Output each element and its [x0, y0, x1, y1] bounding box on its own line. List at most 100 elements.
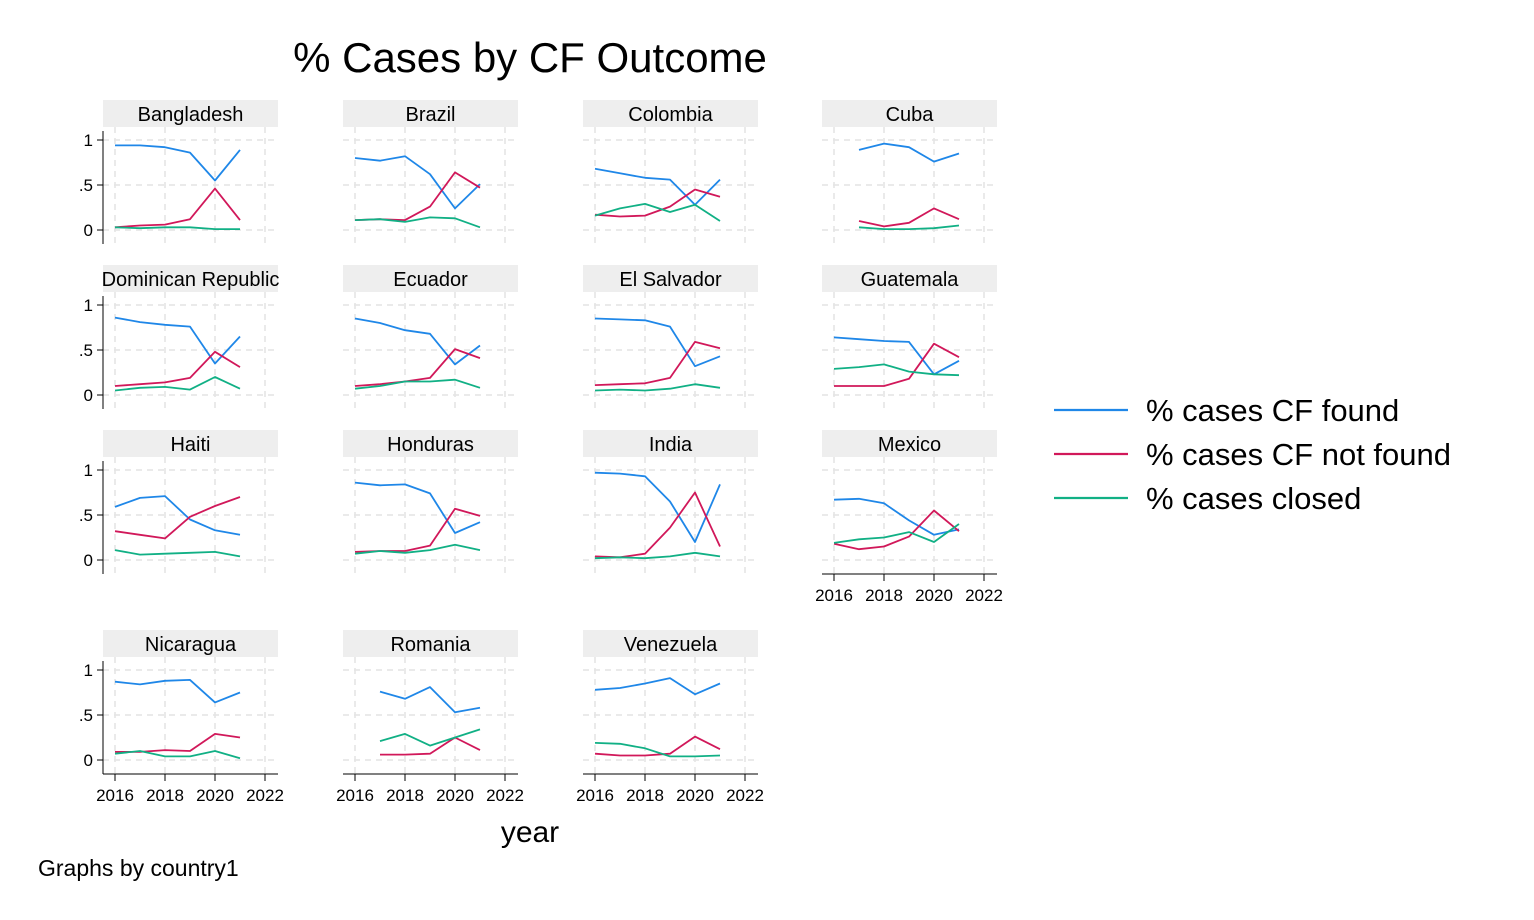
- series-line-cases-cf-found: [594, 317, 721, 368]
- series-line-cases-cf-not-found: [834, 342, 960, 387]
- panel-header: [343, 430, 518, 457]
- series-line-cases-closed: [114, 750, 241, 760]
- panel-label: Ecuador: [393, 269, 468, 291]
- panel-honduras: Honduras: [343, 430, 518, 574]
- panel-label: Mexico: [878, 434, 941, 456]
- panel-india: India: [583, 430, 758, 574]
- series-line-cases-cf-found: [379, 686, 481, 714]
- x-tick-label: 2022: [726, 786, 764, 805]
- panel-label: Bangladesh: [138, 104, 244, 126]
- panel-label: El Salvador: [619, 269, 722, 291]
- series-line-cases-cf-not-found: [114, 187, 241, 229]
- panel-label: Nicaragua: [145, 634, 237, 656]
- panel-header: [822, 265, 997, 292]
- legend-item-cases-closed: % cases closed: [1054, 481, 1361, 516]
- panel-label: India: [649, 434, 693, 456]
- panel-label: Colombia: [628, 104, 713, 126]
- y-tick-label: 0: [84, 386, 93, 405]
- y-tick-label: 1: [84, 461, 93, 480]
- series-line-cases-cf-not-found: [594, 340, 721, 386]
- y-tick-label: .5: [79, 341, 93, 360]
- panel-label: Venezuela: [624, 634, 718, 656]
- y-tick-label: 1: [84, 296, 93, 315]
- x-tick-label: 2018: [865, 586, 903, 605]
- footnote: Graphs by country1: [38, 855, 239, 881]
- series-line-cases-closed: [594, 551, 721, 560]
- panel-header: [103, 430, 278, 457]
- panel-header: [343, 630, 518, 657]
- y-tick-label: 1: [84, 131, 93, 150]
- panel-haiti: Haiti 0 .5 1: [79, 430, 278, 574]
- series-line-cases-closed: [594, 742, 721, 758]
- panel-romania: Romania 2016 2018 2020 2022: [336, 630, 524, 805]
- x-tick-label: 2016: [96, 786, 134, 805]
- series-line-cases-cf-not-found: [115, 733, 241, 753]
- chart-title: % Cases by CF Outcome: [293, 34, 767, 81]
- x-tick-label: 2020: [676, 786, 714, 805]
- legend-label: % cases CF not found: [1146, 437, 1451, 472]
- panel-bangladesh: Bangladesh 0 .5 1: [79, 100, 278, 244]
- x-tick-label: 2020: [436, 786, 474, 805]
- panel-label: Dominican Republic: [102, 269, 280, 291]
- series-line-cases-cf-found: [114, 495, 241, 536]
- x-tick-label: 2016: [336, 786, 374, 805]
- series-line-cases-cf-found: [354, 155, 481, 210]
- series-line-cases-closed: [858, 224, 960, 231]
- panel-header: [103, 630, 278, 657]
- series-line-cases-cf-not-found: [833, 509, 960, 551]
- y-tick-label: .5: [79, 506, 93, 525]
- series-line-cases-closed: [114, 226, 240, 231]
- series-line-cases-cf-found: [858, 142, 960, 163]
- panel-nicaragua: Nicaragua 0 .5 1 2016 2018 2020 2022: [79, 630, 284, 805]
- panel-header: [822, 100, 997, 127]
- panel-guatemala: Guatemala: [822, 265, 997, 409]
- series-line-cases-cf-found: [114, 679, 241, 704]
- series-line-cases-closed: [594, 202, 721, 222]
- series-line-cases-closed: [833, 363, 960, 377]
- legend: % cases CF found % cases CF not found % ca…: [1054, 393, 1451, 516]
- y-tick-label: 1: [84, 661, 93, 680]
- panel-header: [583, 630, 758, 657]
- series-line-cases-cf-not-found: [114, 496, 241, 540]
- legend-label: % cases CF found: [1146, 393, 1399, 428]
- series-line-cases-cf-not-found: [594, 188, 721, 218]
- x-tick-label: 2022: [965, 586, 1003, 605]
- series-line-cases-cf-found: [354, 317, 481, 366]
- x-tick-label: 2020: [915, 586, 953, 605]
- panel-label: Brazil: [405, 104, 455, 126]
- series-line-cases-cf-not-found: [380, 736, 481, 756]
- series-line-cases-cf-found: [114, 316, 241, 365]
- x-tick-label: 2018: [386, 786, 424, 805]
- panel-header: [343, 100, 518, 127]
- panel-header: [103, 265, 278, 292]
- panel-label: Guatemala: [861, 269, 960, 291]
- panel-header: [583, 430, 758, 457]
- series-line-cases-closed: [354, 378, 481, 390]
- x-tick-label: 2016: [576, 786, 614, 805]
- legend-label: % cases closed: [1146, 481, 1361, 516]
- series-line-cases-closed: [354, 543, 481, 555]
- series-line-cases-cf-found: [115, 144, 241, 182]
- panel-label: Cuba: [886, 104, 935, 126]
- panel-header: [103, 100, 278, 127]
- series-line-cases-cf-found: [594, 167, 721, 206]
- series-line-cases-cf-found: [594, 471, 721, 543]
- panel-label: Haiti: [170, 434, 210, 456]
- y-tick-label: 0: [84, 551, 93, 570]
- series-line-cases-cf-not-found: [354, 171, 481, 222]
- x-tick-label: 2022: [246, 786, 284, 805]
- y-tick-label: .5: [79, 176, 93, 195]
- series-line-cases-cf-not-found: [594, 491, 721, 559]
- series-line-cases-closed: [833, 523, 960, 544]
- x-axis-label: year: [501, 816, 559, 849]
- x-tick-label: 2022: [486, 786, 524, 805]
- legend-item-cases-cf-found: % cases CF found: [1054, 393, 1399, 428]
- x-tick-label: 2016: [815, 586, 853, 605]
- x-tick-label: 2018: [146, 786, 184, 805]
- x-tick-label: 2018: [626, 786, 664, 805]
- panel-dominican-republic: Dominican Republic 0 .5 1: [79, 265, 280, 409]
- y-tick-label: 0: [84, 751, 93, 770]
- series-line-cases-cf-not-found: [594, 735, 721, 757]
- panel-header: [583, 100, 758, 127]
